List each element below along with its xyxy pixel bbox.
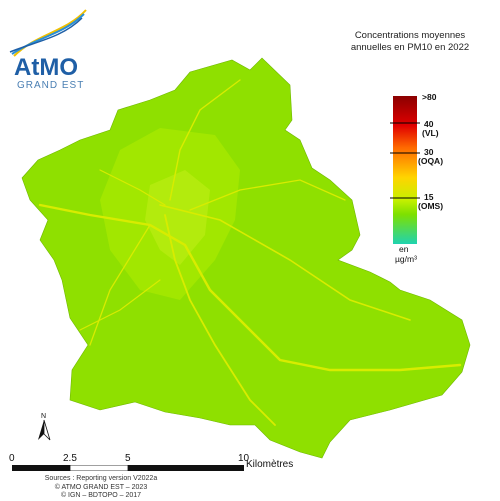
legend-label-oqa-tag: (OQA)	[418, 156, 444, 166]
logo-name: AtMO	[14, 54, 78, 81]
logo-swoosh	[9, 9, 87, 57]
legend-label-oms-value: 15	[424, 192, 434, 202]
legend	[390, 96, 420, 244]
sources-line3: © IGN – BDTOPO – 2017	[60, 492, 142, 499]
map-title: Concentrations moyennes annuelles en PM1…	[340, 30, 480, 54]
north-label: N	[41, 413, 47, 420]
scale-tick-0: 0	[9, 453, 15, 464]
map-title-line1: Concentrations moyennes	[354, 30, 466, 41]
legend-label-max: >80	[422, 92, 437, 102]
map-title-line2: annuelles en PM10 en 2022	[350, 42, 470, 53]
logo-subtitle: GRAND EST	[17, 80, 85, 91]
sources-line1: Sources : Reporting version V2022a	[44, 475, 158, 482]
logo-wordmark: AtMO	[14, 54, 78, 82]
legend-label-oqa-value: 30	[424, 147, 434, 157]
sources-credits: Sources : Reporting version V2022a © ATM…	[36, 475, 166, 501]
legend-unit-line2: µg/m³	[395, 254, 417, 264]
legend-label-oms-tag: (OMS)	[418, 201, 444, 211]
legend-color-bar	[393, 96, 417, 244]
scale-unit: Kilomètres	[246, 459, 294, 470]
scale-tick-10: 10	[238, 453, 250, 464]
scale-tick-5: 5	[125, 453, 131, 464]
north-arrow-icon	[38, 419, 51, 441]
legend-label-vl-value: 40	[424, 119, 434, 129]
scale-tick-2-5: 2.5	[63, 453, 77, 464]
legend-label-vl-tag: (VL)	[422, 128, 439, 138]
road-network	[38, 79, 462, 426]
scale-bar	[12, 465, 244, 471]
urban-core-dense	[145, 170, 210, 265]
legend-unit-line1: en	[399, 244, 409, 254]
sources-line2: © ATMO GRAND EST – 2023	[54, 483, 148, 491]
